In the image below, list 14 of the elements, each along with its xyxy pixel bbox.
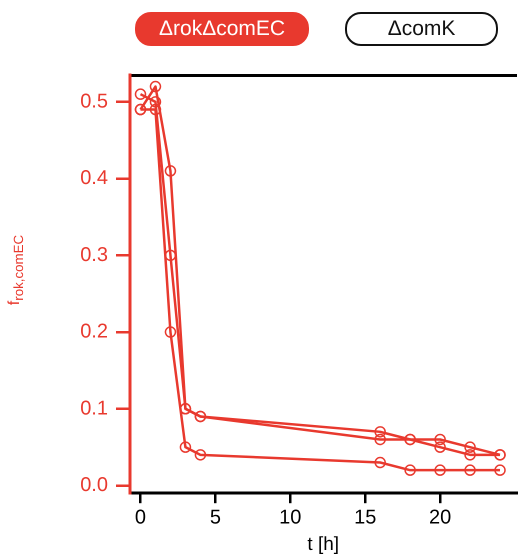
y-tick-label: 0.2 <box>80 320 108 343</box>
y-tick-label: 0.4 <box>80 167 108 190</box>
text: ΔcomK <box>345 12 498 46</box>
x-tick-label: 5 <box>210 506 221 529</box>
x-tick-label: 10 <box>279 506 302 529</box>
x-tick-label: 20 <box>428 506 452 529</box>
text: ΔrokΔcomEC <box>135 12 310 46</box>
x-tick-label: 15 <box>354 506 376 529</box>
y-tick-label: 0.3 <box>80 244 108 266</box>
x-axis-title: t [h] <box>307 534 340 555</box>
y-tick-label: 0.5 <box>80 90 108 112</box>
y-tick-label: 0.0 <box>80 474 108 496</box>
y-tick-label: 0.1 <box>80 397 108 420</box>
x-tick-label: 0 <box>134 506 146 529</box>
